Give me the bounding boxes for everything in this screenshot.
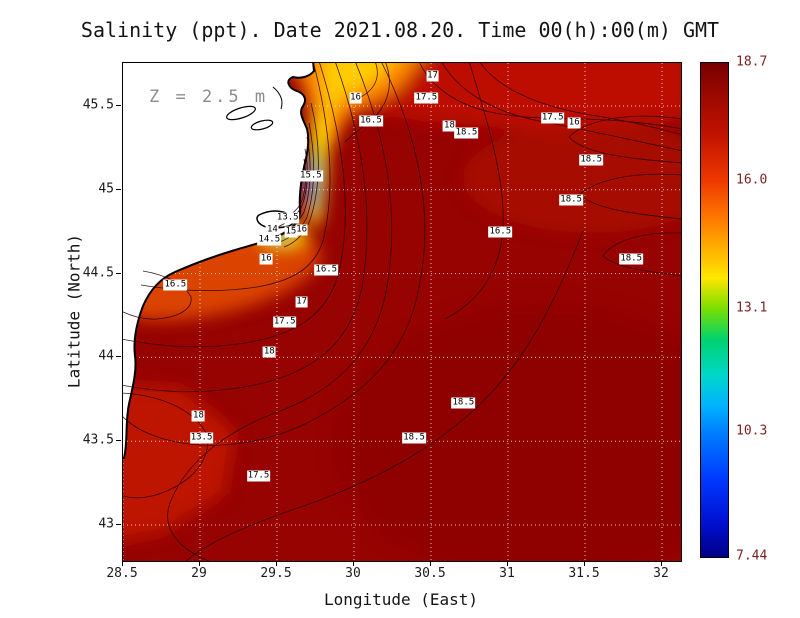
- contour-label: 17.5: [540, 112, 565, 124]
- colorbar-gradient: [701, 63, 728, 557]
- contour-label: 16.5: [314, 264, 339, 276]
- y-tick-label: 43: [98, 516, 114, 532]
- contour-label: 17: [426, 70, 439, 82]
- x-tick-label: 29: [191, 566, 207, 581]
- x-tick-mark: [199, 561, 200, 566]
- contour-label: 16: [295, 224, 309, 236]
- contour-label: 17.5: [414, 92, 439, 104]
- colorbar-tick-label: 10.3: [736, 423, 768, 439]
- contour-label: 18.5: [402, 432, 426, 444]
- contour-label: 18: [443, 120, 456, 132]
- x-tick-mark: [122, 561, 123, 566]
- y-tick-mark: [116, 356, 121, 358]
- y-tick-mark: [116, 440, 121, 442]
- contour-label: 18.5: [579, 154, 603, 166]
- contour-label: 16: [259, 253, 273, 264]
- y-tick-label: 45.5: [82, 97, 114, 113]
- x-tick-mark: [661, 561, 662, 566]
- contour-label: 16.5: [488, 226, 513, 238]
- x-tick-label: 30: [345, 566, 361, 581]
- lagoon-lake: [226, 105, 256, 121]
- contour-label: 17.5: [246, 470, 271, 482]
- x-tick-mark: [353, 561, 354, 566]
- x-tick-label: 28.5: [106, 566, 138, 581]
- contour-label: 18: [192, 410, 205, 422]
- contour-label: 16.5: [359, 115, 383, 127]
- contour-label: 18.5: [451, 397, 476, 409]
- y-tick-mark: [116, 188, 121, 190]
- colorbar-tick-label: 7.44: [736, 548, 768, 564]
- y-axis-label: Latitude (North): [64, 233, 84, 389]
- contour-label: 17: [295, 296, 309, 308]
- x-tick-mark: [584, 561, 585, 566]
- contour-label: 16: [567, 117, 581, 129]
- x-axis-label: Longitude (East): [323, 590, 479, 609]
- y-tick-mark: [116, 523, 121, 525]
- contour-label: 14.5: [257, 234, 282, 246]
- y-tick-mark: [116, 104, 121, 106]
- contour-label: 15: [284, 226, 298, 238]
- x-tick-label: 29.5: [260, 566, 292, 581]
- colorbar: [700, 62, 729, 558]
- y-tick-mark: [116, 272, 121, 274]
- salinity-field-map: [123, 63, 681, 561]
- contour-label: 16.5: [163, 279, 188, 291]
- contour-label: 15.5: [299, 170, 323, 182]
- colorbar-tick-label: 16.0: [736, 172, 768, 188]
- contour-label: 13.5: [275, 212, 300, 224]
- x-tick-mark: [276, 561, 277, 566]
- y-tick-label: 44: [98, 348, 114, 364]
- x-tick-mark: [430, 561, 431, 566]
- plot-title: Salinity (ppt). Date 2021.08.20. Time 00…: [80, 18, 720, 42]
- contour-label: 13.5: [189, 432, 214, 444]
- contour-label: 18.5: [559, 194, 583, 206]
- colorbar-tick-label: 13.1: [736, 300, 768, 316]
- x-tick-mark: [507, 561, 508, 566]
- contour-label: 18: [262, 346, 276, 358]
- contour-label: 16: [349, 92, 362, 104]
- contour-label: 18.5: [454, 127, 479, 139]
- x-tick-label: 31.5: [568, 566, 600, 581]
- x-tick-label: 32: [653, 566, 669, 581]
- y-tick-label: 44.5: [82, 265, 114, 281]
- depth-annotation: Z = 2.5 m: [149, 87, 269, 107]
- colorbar-tick-label: 18.7: [736, 54, 768, 70]
- x-tick-label: 31: [499, 566, 515, 581]
- y-tick-label: 45: [98, 181, 114, 197]
- x-tick-label: 30.5: [414, 566, 446, 581]
- contour-label: 18.5: [619, 253, 644, 264]
- plot-area: 17 16 17.5 16.5 18 18.5 17.5 16 18.5 15.5 18.5 13.5…: [122, 62, 682, 562]
- river-channel: [272, 86, 283, 110]
- y-tick-label: 43.5: [82, 432, 114, 448]
- contour-label: 14: [265, 224, 279, 236]
- contour-label: 17.5: [272, 316, 297, 328]
- lagoon-lake: [250, 119, 274, 131]
